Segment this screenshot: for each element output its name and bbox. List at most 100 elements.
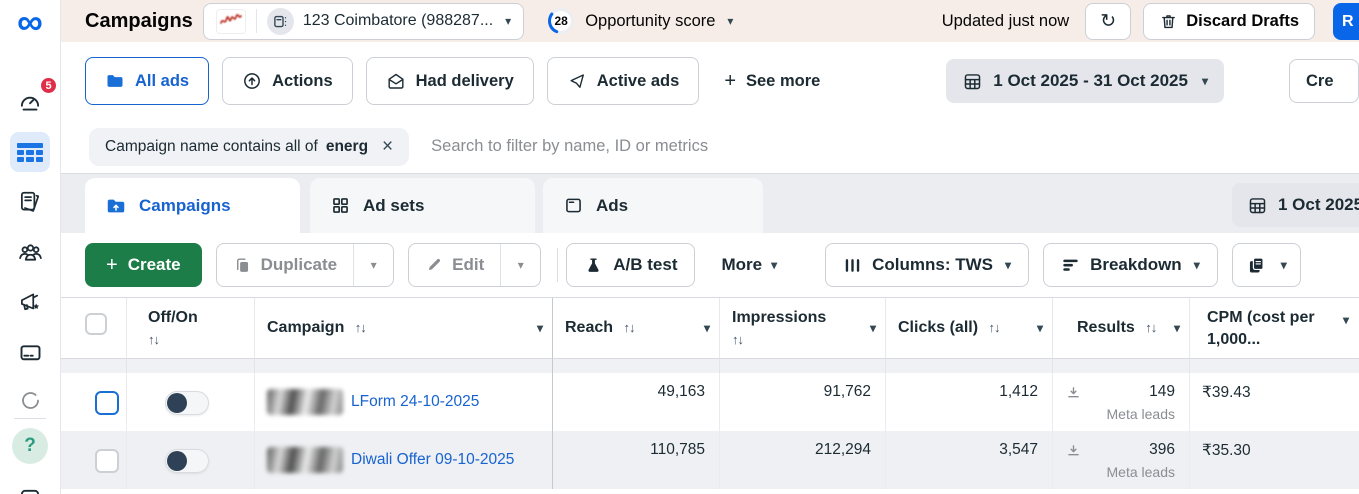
filter-chip-text: Campaign name contains all of	[105, 137, 318, 155]
close-icon[interactable]: ×	[382, 136, 394, 157]
chevron-down-icon: ▾	[1201, 74, 1208, 88]
date-range-label: 1 Oct 2025 - 31 Oct 2025	[993, 71, 1188, 90]
table-date-range[interactable]: 1 Oct 2025	[1232, 183, 1359, 227]
cpm-cell: ₹39.43	[1190, 373, 1359, 431]
billing-nav[interactable]	[10, 332, 50, 372]
edit-dropdown[interactable]: ▾	[500, 244, 540, 286]
download-icon[interactable]	[1065, 443, 1082, 460]
publish-button[interactable]: R	[1333, 3, 1359, 40]
header-cpm[interactable]: CPM (cost per 1,000... ▾	[1190, 298, 1359, 359]
reports-button[interactable]: ▾	[1231, 243, 1301, 287]
tab-ad-sets[interactable]: Ad sets	[310, 178, 535, 233]
megaphone-icon	[17, 289, 43, 315]
top-header-bar: Campaigns 123 Coimbatore (988287... ▾	[61, 0, 1359, 42]
row-checkbox[interactable]	[95, 449, 119, 473]
duplicate-split-button: Duplicate ▾	[215, 243, 395, 287]
publish-button-label: R	[1342, 12, 1354, 30]
grid-squares-icon	[330, 195, 351, 216]
chevron-down-icon: ▾	[1173, 321, 1180, 335]
calendar-icon	[962, 71, 983, 92]
campaign-thumbnail	[267, 447, 343, 473]
filter-label: Actions	[272, 71, 333, 90]
filter-actions[interactable]: Actions	[222, 57, 353, 105]
plus-icon: +	[106, 253, 118, 276]
download-icon[interactable]	[1065, 385, 1082, 402]
duplicate-dropdown[interactable]: ▾	[353, 244, 393, 286]
row-select-cell	[61, 431, 127, 489]
more-button[interactable]: More ▾	[709, 243, 789, 287]
create-report-button[interactable]: Cre	[1289, 59, 1359, 103]
row-select-cell	[61, 373, 127, 431]
arrow-up-circle-icon	[242, 71, 262, 91]
campaign-name-link[interactable]: LForm 24-10-2025	[351, 393, 480, 410]
header-label: Campaign	[267, 319, 345, 336]
header-results[interactable]: Results ↑↓ ▾	[1053, 298, 1190, 359]
sort-icon: ↑↓	[623, 320, 635, 335]
chevron-down-icon: ▾	[1280, 258, 1287, 272]
ab-test-button[interactable]: A/B test	[566, 243, 696, 287]
campaigns-table-icon	[17, 142, 43, 162]
trash-icon	[1159, 12, 1178, 31]
filter-all-ads[interactable]: All ads	[85, 57, 210, 105]
pencil-icon	[425, 256, 443, 274]
header-clicks[interactable]: Clicks (all) ↑↓ ▾	[886, 298, 1053, 359]
ad-account-name: 123 Coimbatore (988287...	[302, 12, 494, 29]
table-date-label: 1 Oct 2025	[1278, 195, 1359, 214]
filter-label: Active ads	[596, 71, 680, 90]
ads-reporting-nav[interactable]	[10, 182, 50, 222]
header-reach[interactable]: Reach ↑↓ ▾	[553, 298, 720, 359]
history-nav[interactable]	[10, 380, 50, 420]
sort-icon: ↑↓	[354, 320, 367, 335]
toolbar-divider	[557, 248, 559, 282]
header-label-line2: 1,000...	[1207, 330, 1261, 348]
results-type: Meta leads	[1106, 464, 1175, 480]
chevron-down-icon: ▾	[771, 258, 778, 272]
campaign-toggle[interactable]	[165, 391, 209, 415]
header-off-on[interactable]: Off/On ↑↓	[127, 298, 255, 359]
filter-had-delivery[interactable]: Had delivery	[365, 57, 534, 105]
results-type: Meta leads	[1106, 406, 1175, 422]
duplicate-button[interactable]: Duplicate	[217, 244, 354, 286]
tab-label: Campaigns	[139, 195, 231, 215]
date-range-selector[interactable]: 1 Oct 2025 - 31 Oct 2025 ▾	[946, 59, 1224, 103]
campaign-toggle[interactable]	[165, 449, 209, 473]
help-button[interactable]: ?	[12, 428, 48, 464]
folder-icon	[105, 71, 125, 91]
filter-label: All ads	[135, 71, 190, 90]
discard-drafts-button[interactable]: Discard Drafts	[1143, 2, 1315, 40]
campaigns-nav[interactable]	[10, 132, 50, 172]
refresh-button[interactable]: ↻	[1085, 2, 1132, 40]
table-row: LForm 24-10-2025 49,163 91,762 1,412 149…	[61, 373, 1359, 431]
audiences-nav[interactable]	[10, 232, 50, 272]
gauge-icon	[17, 89, 43, 115]
level-tabs-row: Campaigns Ad sets Ads	[61, 174, 1359, 233]
chevron-down-icon: ▾	[727, 14, 734, 28]
advertising-settings-nav[interactable]	[10, 282, 50, 322]
tab-campaigns[interactable]: Campaigns	[85, 178, 300, 233]
edit-button[interactable]: Edit	[409, 244, 500, 286]
create-button[interactable]: + Create	[85, 243, 202, 287]
select-all-checkbox[interactable]	[85, 313, 107, 335]
duplicate-label: Duplicate	[260, 255, 338, 274]
breakdown-button[interactable]: Breakdown ▾	[1043, 243, 1218, 287]
campaign-name-link[interactable]: Diwali Offer 09-10-2025	[351, 451, 515, 468]
header-impressions[interactable]: Impressions ↑↓ ▾	[720, 298, 886, 359]
meta-logo-icon[interactable]: ∞	[17, 1, 43, 42]
ad-account-selector[interactable]: 123 Coimbatore (988287... ▾	[202, 2, 525, 40]
account-logo	[215, 8, 246, 34]
header-campaign[interactable]: Campaign ↑↓ ▾	[255, 298, 553, 359]
opportunity-score[interactable]: 28 Opportunity score ▾	[546, 6, 733, 36]
columns-button[interactable]: Columns: TWS ▾	[825, 243, 1030, 287]
see-more-filters[interactable]: + See more	[724, 70, 820, 93]
account-overview-nav[interactable]: 5	[10, 76, 58, 122]
active-filter-chip[interactable]: Campaign name contains all of energ ×	[89, 127, 410, 166]
search-input[interactable]	[431, 137, 992, 156]
header-label: Off/On	[148, 309, 198, 326]
row-checkbox[interactable]	[95, 391, 119, 415]
question-icon: ?	[24, 435, 36, 456]
filter-active-ads[interactable]: Active ads	[546, 57, 700, 105]
envelope-open-icon	[386, 71, 406, 91]
media-nav[interactable]	[10, 480, 50, 494]
tab-ads[interactable]: Ads	[543, 178, 763, 233]
results-value: 149	[1149, 383, 1175, 400]
